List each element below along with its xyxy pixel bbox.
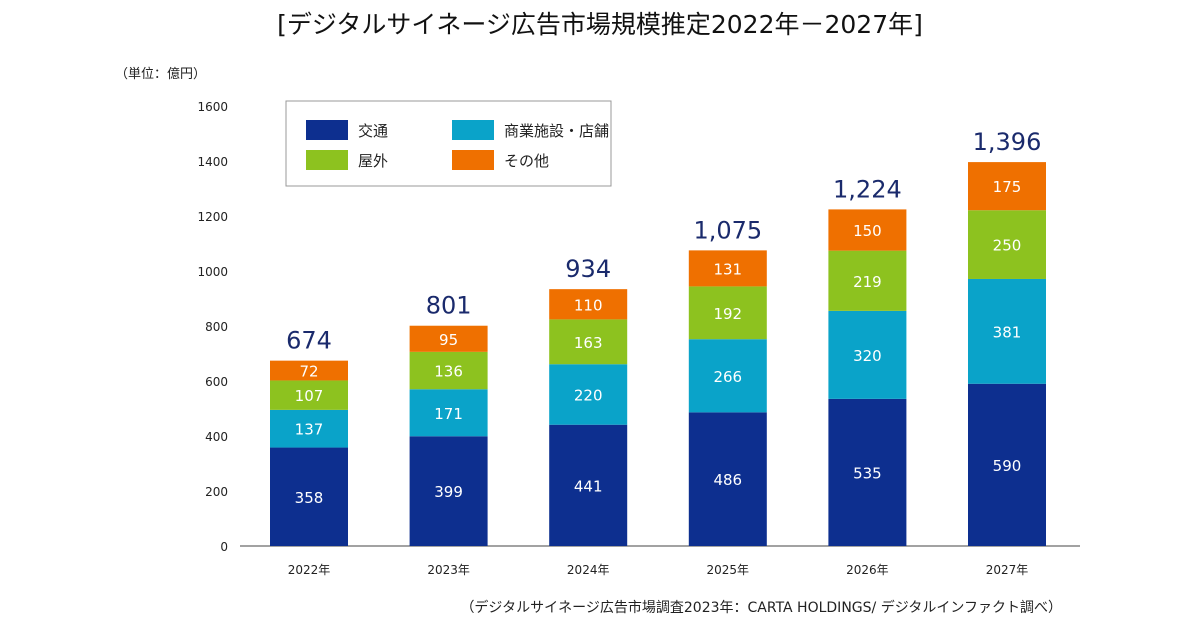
bar-segment — [549, 424, 628, 546]
y-tick-label: 800 — [205, 320, 228, 334]
bar-segment — [409, 436, 488, 546]
bar-segment — [968, 278, 1046, 384]
bar-segment — [968, 383, 1046, 546]
legend-swatch — [452, 150, 494, 170]
legend-label: 交通 — [358, 122, 388, 140]
total-value-label: 801 — [426, 292, 472, 320]
segment-value-label: 486 — [713, 471, 742, 489]
y-tick-label: 0 — [220, 540, 228, 554]
x-tick-label: 2025年 — [707, 563, 750, 577]
y-tick-label: 1400 — [197, 155, 228, 169]
bar-segment — [688, 339, 767, 413]
y-tick-label: 200 — [205, 485, 228, 499]
bar-segment — [688, 412, 767, 546]
bar-segment — [828, 310, 907, 399]
y-tick-label: 1000 — [197, 265, 228, 279]
segment-value-label: 163 — [574, 334, 603, 352]
y-tick-label: 1200 — [197, 210, 228, 224]
total-value-label: 1,396 — [973, 128, 1042, 156]
segment-value-label: 150 — [853, 222, 882, 240]
legend-swatch — [452, 120, 494, 140]
y-tick-label: 600 — [205, 375, 228, 389]
segment-value-label: 219 — [853, 273, 882, 291]
segment-value-label: 220 — [574, 386, 603, 404]
segment-value-label: 95 — [439, 331, 458, 349]
bar-segment — [409, 325, 488, 352]
source-note: （デジタルサイネージ広告市場調査2023年：CARTA HOLDINGS/ デジ… — [460, 599, 1062, 616]
segment-value-label: 590 — [993, 457, 1022, 475]
bar-segment — [270, 360, 348, 381]
bar-segment — [549, 289, 628, 320]
chart-title: [デジタルサイネージ広告市場規模推定2022年－2027年] — [277, 10, 923, 39]
x-tick-label: 2022年 — [288, 563, 331, 577]
bar-segment — [549, 319, 628, 365]
segment-value-label: 441 — [574, 477, 603, 495]
legend-label: 商業施設・店舗 — [504, 122, 609, 140]
bar-segment — [828, 250, 907, 311]
legend-box — [285, 100, 612, 187]
total-value-label: 674 — [286, 327, 332, 355]
bar-segment — [688, 286, 767, 340]
segment-value-label: 136 — [434, 363, 463, 381]
unit-label: （単位：億円） — [115, 66, 206, 82]
total-value-label: 1,224 — [833, 175, 902, 203]
segment-value-label: 192 — [713, 305, 742, 323]
segment-value-label: 358 — [295, 489, 324, 507]
total-value-label: 1,075 — [693, 216, 762, 244]
bar-segment — [968, 210, 1046, 279]
total-value-label: 934 — [565, 255, 611, 283]
segment-value-label: 175 — [993, 178, 1022, 196]
bar-segment — [549, 364, 628, 425]
bar-segment — [409, 351, 488, 390]
bar-segment — [270, 409, 348, 448]
segment-value-label: 381 — [993, 323, 1022, 341]
bar-segment — [828, 209, 907, 251]
bar-segment — [409, 389, 488, 437]
segment-value-label: 250 — [993, 237, 1022, 255]
segment-value-label: 171 — [434, 405, 463, 423]
y-tick-label: 400 — [205, 430, 228, 444]
segment-value-label: 399 — [434, 483, 463, 501]
bar-segment — [828, 398, 907, 546]
legend-label: 屋外 — [358, 152, 388, 170]
segment-value-label: 72 — [299, 363, 318, 381]
x-tick-label: 2024年 — [567, 563, 610, 577]
bar-segment — [270, 380, 348, 410]
segment-value-label: 535 — [853, 464, 882, 482]
bar-segment — [968, 162, 1046, 211]
y-tick-label: 1600 — [197, 100, 228, 114]
segment-value-label: 320 — [853, 347, 882, 365]
x-tick-label: 2027年 — [986, 563, 1029, 577]
segment-value-label: 266 — [713, 368, 742, 386]
bar-segment — [688, 250, 767, 287]
segment-value-label: 131 — [713, 260, 742, 278]
legend-swatch — [306, 120, 348, 140]
segment-value-label: 107 — [295, 387, 324, 405]
bar-segment — [270, 447, 348, 546]
segment-value-label: 137 — [295, 421, 324, 439]
x-tick-label: 2023年 — [427, 563, 470, 577]
legend-label: その他 — [504, 152, 549, 170]
segment-value-label: 110 — [574, 296, 603, 314]
legend-swatch — [306, 150, 348, 170]
x-tick-label: 2026年 — [846, 563, 889, 577]
